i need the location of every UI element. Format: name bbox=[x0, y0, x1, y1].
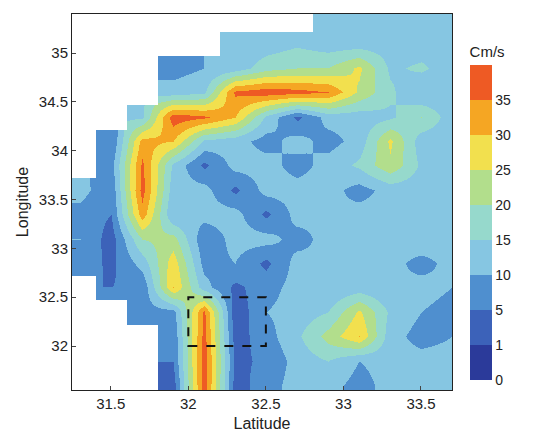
svg-text:35: 35 bbox=[51, 44, 68, 61]
svg-text:10: 10 bbox=[495, 267, 511, 283]
svg-text:33.5: 33.5 bbox=[406, 395, 435, 412]
svg-text:33.5: 33.5 bbox=[39, 191, 68, 208]
svg-text:20: 20 bbox=[495, 197, 511, 213]
svg-text:32.5: 32.5 bbox=[39, 288, 68, 305]
svg-text:33: 33 bbox=[335, 395, 352, 412]
svg-text:34: 34 bbox=[51, 142, 68, 159]
svg-text:32: 32 bbox=[180, 395, 197, 412]
svg-text:31.5: 31.5 bbox=[96, 395, 125, 412]
svg-text:5: 5 bbox=[495, 302, 503, 318]
svg-text:35: 35 bbox=[495, 92, 511, 108]
svg-text:32.5: 32.5 bbox=[251, 395, 280, 412]
svg-text:0: 0 bbox=[495, 372, 503, 388]
svg-text:33: 33 bbox=[51, 240, 68, 257]
svg-text:1: 1 bbox=[495, 337, 503, 353]
svg-text:34.5: 34.5 bbox=[39, 93, 68, 110]
svg-text:Latitude: Latitude bbox=[234, 415, 291, 432]
svg-text:25: 25 bbox=[495, 162, 511, 178]
svg-text:Longitude: Longitude bbox=[14, 167, 31, 237]
svg-text:15: 15 bbox=[495, 232, 511, 248]
svg-text:32: 32 bbox=[51, 337, 68, 354]
svg-text:Cm/s: Cm/s bbox=[470, 43, 505, 60]
svg-text:30: 30 bbox=[495, 127, 511, 143]
